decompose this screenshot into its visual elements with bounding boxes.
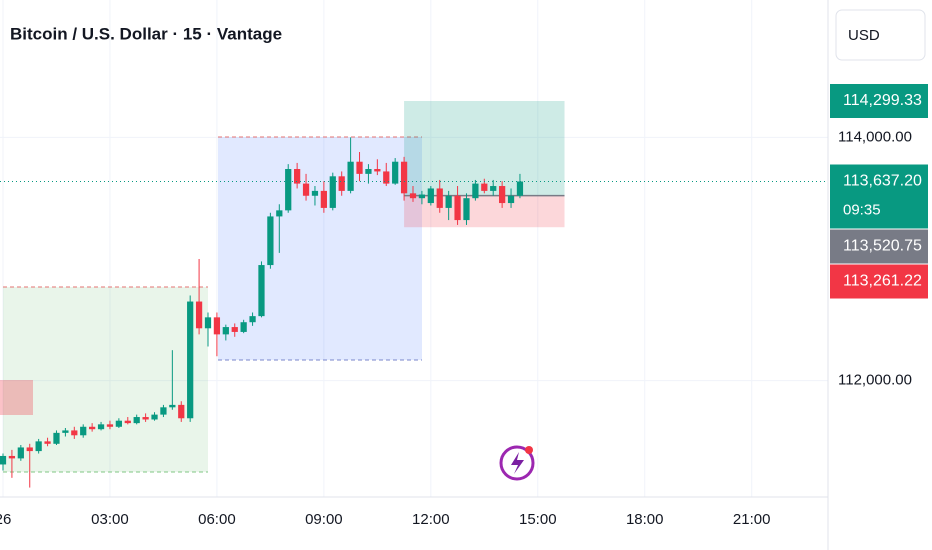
candle-body	[436, 188, 443, 208]
candle-body	[499, 186, 506, 204]
candle-body	[71, 430, 78, 436]
candle-body	[454, 195, 461, 221]
candle-body	[8, 455, 16, 459]
candle-body	[311, 190, 319, 196]
candle-body	[133, 417, 140, 424]
candle-body	[329, 176, 336, 208]
candle-body	[294, 169, 301, 184]
countdown: 09:35	[843, 201, 881, 218]
candle-body	[374, 169, 381, 172]
x-tick-label: 12:00	[412, 511, 450, 528]
candle-body	[409, 193, 417, 199]
candle-body	[44, 441, 51, 444]
candle-body	[418, 194, 426, 199]
x-tick-label: 26	[0, 511, 11, 528]
candle-body	[142, 417, 149, 420]
x-tick-label: 06:00	[198, 511, 236, 528]
candle-body	[151, 414, 158, 420]
candle-body	[160, 407, 167, 415]
candle-body	[347, 161, 354, 191]
candle-body	[240, 322, 247, 332]
candle-body	[285, 169, 292, 211]
candle-body	[17, 447, 24, 459]
price-label-box	[830, 229, 928, 264]
candle-body	[115, 420, 122, 427]
candle-body	[249, 316, 256, 323]
currency-label[interactable]: USD	[848, 27, 880, 44]
y-tick-label: 112,000.00	[838, 372, 912, 389]
candle-body	[53, 432, 60, 444]
logo	[499, 445, 535, 481]
candle-body	[258, 265, 265, 317]
x-tick-label: 18:00	[626, 511, 664, 528]
candle-body	[427, 188, 434, 204]
candle-body	[445, 195, 452, 208]
candle-body	[62, 430, 69, 433]
candle-body	[516, 181, 524, 196]
candle-body	[338, 176, 345, 191]
candle-body	[89, 426, 96, 430]
candle-body	[213, 317, 221, 335]
candle-body	[356, 161, 363, 174]
price-label: 113,261.22	[843, 273, 922, 290]
x-tick-label: 15:00	[519, 511, 557, 528]
x-tick-label: 09:00	[305, 511, 343, 528]
candle-body	[178, 404, 185, 419]
candle-body	[97, 424, 105, 430]
grid	[0, 0, 828, 497]
position	[404, 100, 565, 228]
candle-body	[507, 195, 515, 204]
price-label-box	[830, 264, 928, 299]
price-label: 113,637.20	[843, 173, 922, 190]
candle-body	[80, 426, 87, 436]
candle-body	[383, 171, 390, 184]
order-block	[0, 380, 33, 415]
price-label: 114,299.33	[843, 92, 922, 109]
x-tick-label: 21:00	[733, 511, 771, 528]
candles	[0, 137, 828, 488]
price-label-box	[830, 164, 928, 229]
candle-body	[320, 190, 327, 208]
price-label-box	[830, 83, 928, 118]
range-zone	[3, 287, 208, 472]
candle-body	[302, 183, 310, 196]
candle-body	[35, 441, 42, 452]
price-label: 113,520.75	[843, 238, 922, 255]
candle-body	[124, 420, 131, 424]
candle-body	[187, 301, 194, 419]
candle-body	[267, 216, 274, 266]
candle-body	[400, 161, 408, 194]
candle-body	[463, 198, 470, 221]
candle-body	[26, 447, 33, 452]
candle-body	[222, 327, 229, 335]
candle-body	[169, 404, 176, 408]
candle-body	[0, 455, 7, 465]
range-zone	[218, 137, 422, 360]
candle-body	[106, 424, 114, 427]
candle-body	[276, 210, 283, 217]
candle-body	[195, 301, 203, 329]
x-tick-label: 03:00	[91, 511, 129, 528]
candle-body	[472, 183, 479, 199]
y-tick-label: 114,000.00	[838, 128, 912, 145]
chart-title: Bitcoin / U.S. Dollar · 15 · Vantage	[10, 24, 282, 43]
candle-body	[490, 186, 497, 191]
candle-body	[365, 169, 372, 174]
candle-body	[231, 327, 238, 332]
candle-body	[204, 317, 212, 329]
currency-button[interactable]	[835, 9, 926, 61]
axis-labels: 112,000.00 114,000.00 26 03:00 06:00 09:00 12:…	[0, 83, 928, 528]
candle-body	[481, 183, 488, 191]
candle-body	[392, 161, 399, 184]
